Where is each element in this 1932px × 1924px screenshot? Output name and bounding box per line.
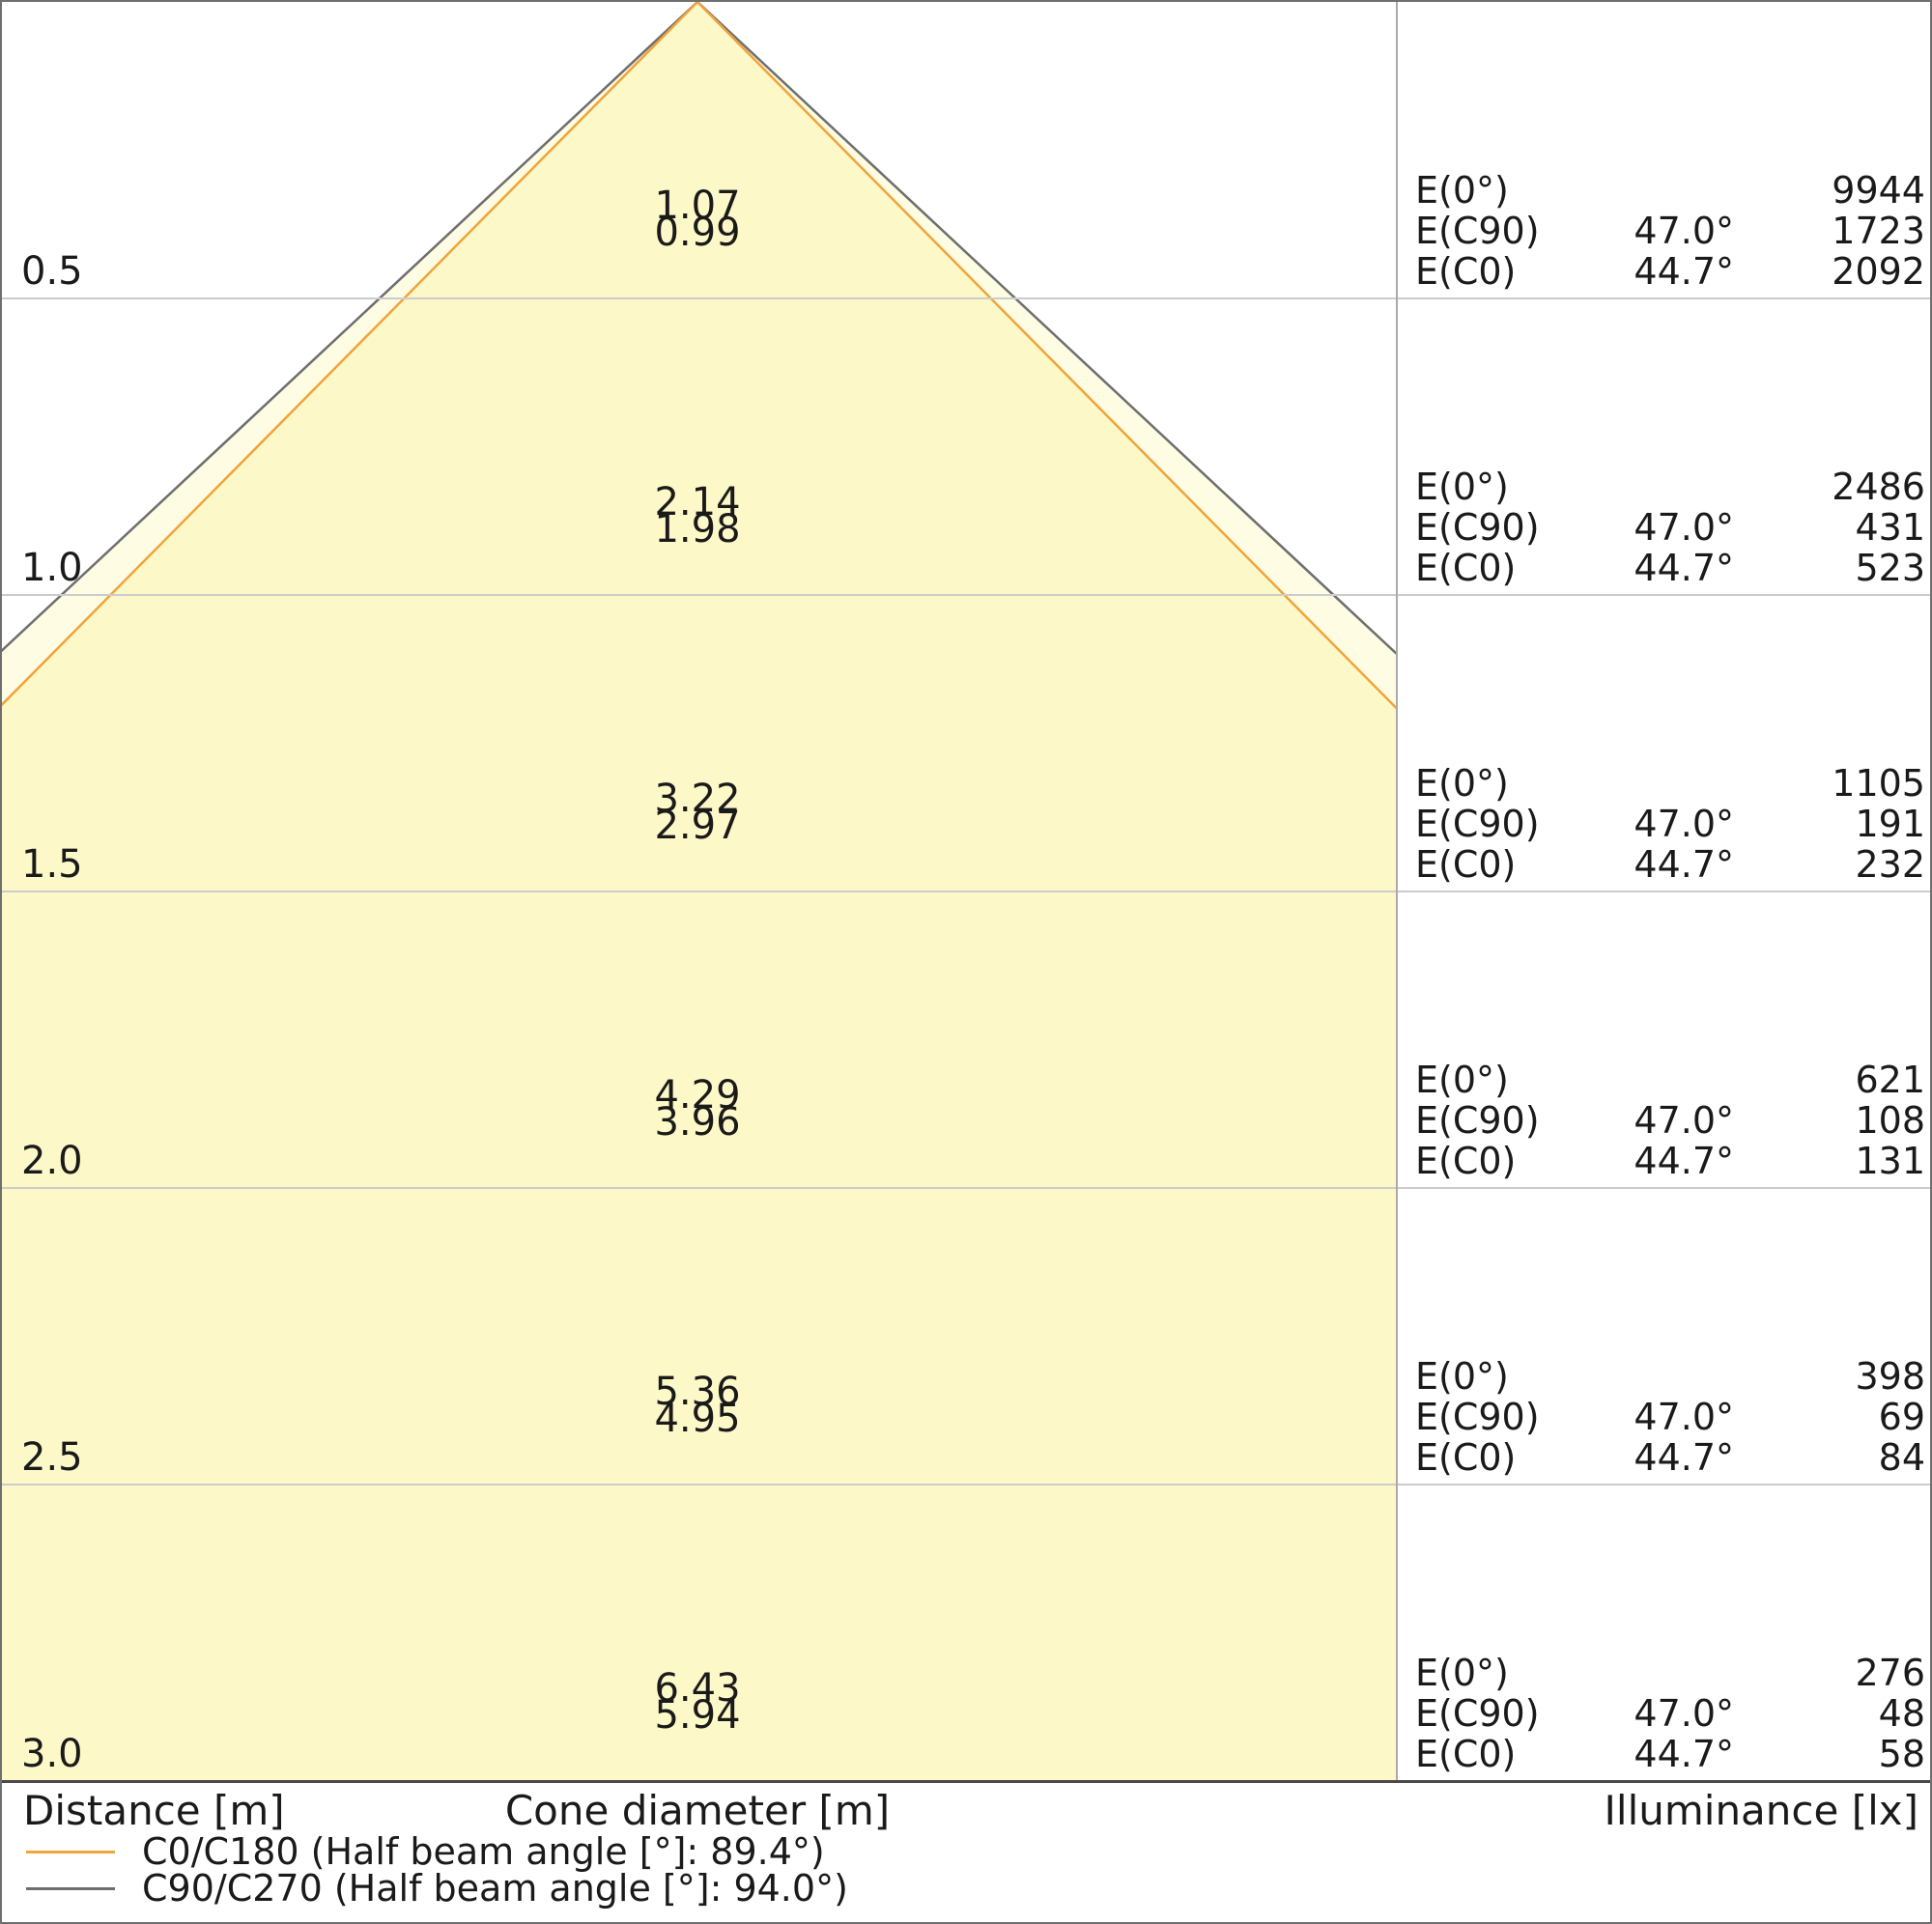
ec0-angle: 44.7° [1634,1733,1734,1775]
e0-value: 1105 [1832,762,1925,805]
column-separator-line [1396,2,1398,1781]
gridline [2,891,1930,892]
illuminance-block: E(0°) 9944 E(C90) 47.0° 1723 E(C0) 44.7°… [1415,170,1925,292]
ec90-value: 431 [1855,506,1925,549]
ec90-angle: 47.0° [1634,1692,1734,1735]
ec0-angle: 44.7° [1634,547,1734,589]
ec90-label: E(C90) [1415,1099,1540,1142]
ec0-value: 84 [1878,1436,1925,1479]
ec0-angle: 44.7° [1634,843,1734,886]
cone-diameter-value-c0: 3.96 [654,1100,741,1145]
cone-diameter-value-c0: 4.95 [654,1397,741,1441]
e0-label: E(0°) [1415,1059,1509,1101]
ec0-value: 232 [1855,843,1925,886]
gridline [2,1484,1930,1485]
distance-tick-label: 0.5 [21,249,83,294]
ec0-angle: 44.7° [1634,1140,1734,1182]
illuminance-block: E(0°) 276 E(C90) 47.0° 48 E(C0) 44.7° 58 [1415,1653,1925,1774]
gridline [2,297,1930,299]
ec0-label: E(C0) [1415,250,1517,293]
ec0-value: 58 [1878,1733,1925,1775]
e0-angle [1618,1653,1734,1693]
cone-diameter-value-c90: 3.22 [654,777,741,821]
cone-diameter-value-c90: 4.29 [654,1073,741,1118]
e0-angle [1618,467,1734,507]
ec90-value: 1723 [1832,210,1925,252]
e0-angle [1618,1060,1734,1100]
e0-label: E(0°) [1415,466,1509,508]
ec90-value: 69 [1878,1396,1925,1438]
ec90-angle: 47.0° [1634,210,1734,252]
cone-diameter-value-c90: 2.14 [654,480,741,524]
e0-angle [1618,763,1734,804]
ec90-label: E(C90) [1415,1396,1540,1438]
distance-axis-label: Distance [m] [23,1787,285,1834]
illuminance-block: E(0°) 2486 E(C90) 47.0° 431 E(C0) 44.7° … [1415,467,1925,588]
cone-diameter-value-c0: 2.97 [654,804,741,848]
illuminance-block: E(0°) 621 E(C90) 47.0° 108 E(C0) 44.7° 1… [1415,1060,1925,1181]
e0-label: E(0°) [1415,169,1509,212]
e0-angle [1618,170,1734,211]
e0-value: 276 [1855,1652,1925,1694]
e0-label: E(0°) [1415,762,1509,805]
ec90-angle: 47.0° [1634,1099,1734,1142]
ec0-label: E(C0) [1415,843,1517,886]
ec90-angle: 47.0° [1634,1396,1734,1438]
ec0-angle: 44.7° [1634,250,1734,293]
e0-value: 2486 [1832,466,1925,508]
legend-label-c90: C90/C270 (Half beam angle [°]: 94.0°) [142,1867,848,1910]
distance-tick-label: 2.0 [21,1139,83,1183]
gridline [2,1187,1930,1189]
e0-value: 621 [1855,1059,1925,1101]
ec0-angle: 44.7° [1634,1436,1734,1479]
legend: C0/C180 (Half beam angle [°]: 89.4°) C90… [26,1833,848,1907]
cone-diameter-value-c90: 5.36 [654,1370,741,1414]
illuminance-block: E(0°) 1105 E(C90) 47.0° 191 E(C0) 44.7° … [1415,763,1925,885]
ec90-angle: 47.0° [1634,506,1734,549]
legend-line-swatch-c90 [26,1886,115,1890]
ec0-label: E(C0) [1415,1140,1517,1182]
legend-item-c0-c180: C0/C180 (Half beam angle [°]: 89.4°) [26,1833,848,1870]
legend-label-c0: C0/C180 (Half beam angle [°]: 89.4°) [142,1830,825,1873]
e0-label: E(0°) [1415,1652,1509,1694]
e0-value: 9944 [1832,169,1925,212]
ec90-label: E(C90) [1415,210,1540,252]
ec90-label: E(C90) [1415,1692,1540,1735]
ec0-value: 2092 [1832,250,1925,293]
ec90-value: 108 [1855,1099,1925,1142]
ec90-value: 191 [1855,803,1925,845]
distance-tick-label: 2.5 [21,1435,83,1480]
cone-diameter-value-c0: 1.98 [654,507,741,552]
e0-value: 398 [1855,1355,1925,1398]
ec90-value: 48 [1878,1692,1925,1735]
distance-tick-label: 1.5 [21,842,83,887]
plot-bottom-axis-line [2,1780,1930,1783]
gridline [2,594,1930,596]
cone-diameter-value-c90: 6.43 [654,1666,741,1711]
ec90-angle: 47.0° [1634,803,1734,845]
distance-tick-label: 1.0 [21,546,83,590]
ec0-label: E(C0) [1415,1733,1517,1775]
cone-diameter-value-c0: 0.99 [654,211,741,255]
legend-line-swatch-c0 [26,1850,115,1853]
legend-item-c90-c270: C90/C270 (Half beam angle [°]: 94.0°) [26,1870,848,1907]
ec0-value: 131 [1855,1140,1925,1182]
e0-label: E(0°) [1415,1355,1509,1398]
ec0-label: E(C0) [1415,1436,1517,1479]
cone-diameter-axis-label: Cone diameter [m] [504,1787,891,1834]
ec0-label: E(C0) [1415,547,1517,589]
ec90-label: E(C90) [1415,506,1540,549]
ec90-label: E(C90) [1415,803,1540,845]
ec0-value: 523 [1855,547,1925,589]
illuminance-axis-label: Illuminance [lx] [1604,1787,1918,1834]
cone-diameter-value-c90: 1.07 [654,184,741,228]
cone-diameter-value-c0: 5.94 [654,1693,741,1738]
e0-angle [1618,1356,1734,1397]
illuminance-block: E(0°) 398 E(C90) 47.0° 69 E(C0) 44.7° 84 [1415,1356,1925,1478]
distance-tick-label: 3.0 [21,1732,83,1776]
